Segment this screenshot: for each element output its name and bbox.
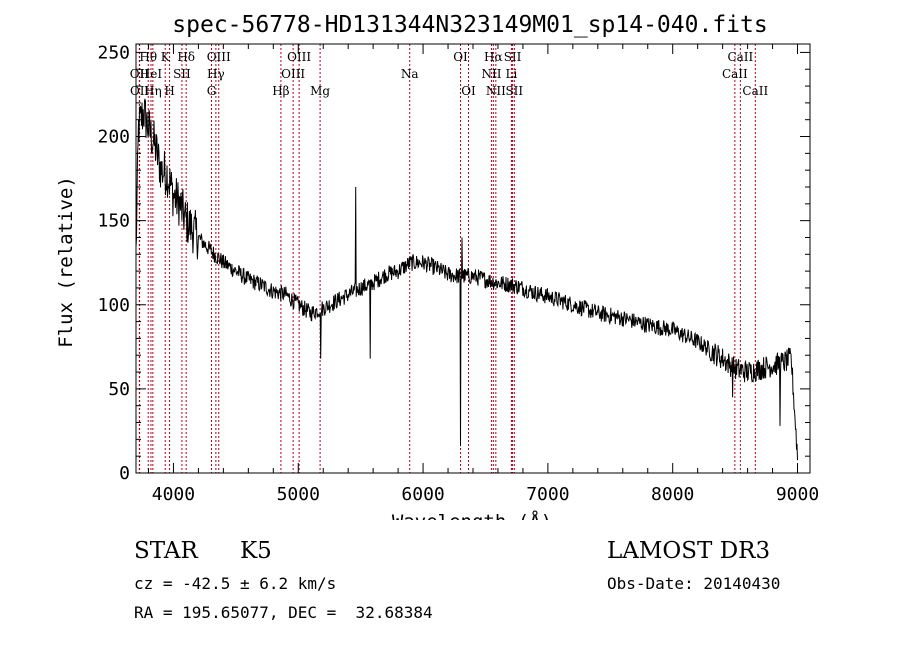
line-label: Hβ bbox=[272, 84, 289, 98]
line-label: OIII bbox=[281, 67, 305, 81]
line-label: H bbox=[164, 84, 174, 98]
line-label: OI bbox=[461, 84, 476, 98]
line-label: Hδ bbox=[177, 50, 195, 64]
line-label: Hθ bbox=[139, 50, 157, 64]
line-label: Hη bbox=[144, 84, 162, 98]
line-label: CaII bbox=[722, 67, 748, 81]
x-tick-label: 9000 bbox=[776, 484, 819, 505]
obs-date: Obs-Date: 20140430 bbox=[607, 574, 781, 593]
cz-value: cz = -42.5 ± 6.2 km/s bbox=[134, 574, 337, 593]
spectrum-line bbox=[135, 98, 798, 461]
line-label: OII bbox=[130, 67, 150, 81]
y-axis-label: Flux (relative) bbox=[55, 176, 77, 348]
x-tick-label: 4000 bbox=[152, 484, 195, 505]
y-tick-label: 200 bbox=[97, 127, 130, 148]
line-label: OIII bbox=[287, 50, 311, 64]
line-label: SII bbox=[504, 50, 522, 64]
y-tick-label: 150 bbox=[97, 211, 130, 232]
line-label: Hγ bbox=[207, 67, 225, 81]
x-tick-label: 5000 bbox=[277, 484, 320, 505]
axes: 4000 5000 6000 7000 8000 9000 0 50 100 150 200 250 bbox=[97, 42, 819, 505]
y-tick-label: 250 bbox=[97, 42, 130, 63]
line-label: K bbox=[161, 50, 171, 64]
line-label: G bbox=[207, 84, 217, 98]
y-tick-label: 0 bbox=[119, 463, 130, 484]
spectral-line-markers bbox=[138, 44, 756, 473]
line-label: Hα bbox=[484, 50, 503, 64]
survey-name: LAMOST DR3 bbox=[607, 538, 771, 564]
line-label: Mg bbox=[310, 84, 330, 98]
line-label: SII bbox=[173, 67, 191, 81]
line-label: Li bbox=[506, 67, 518, 81]
line-label: HeI bbox=[140, 67, 163, 81]
line-label: OIII bbox=[207, 50, 231, 64]
chart-title: spec-56778-HD131344N323149M01_sp14-040.f… bbox=[172, 12, 767, 38]
x-tick-label: 8000 bbox=[651, 484, 694, 505]
y-tick-label: 100 bbox=[97, 295, 130, 316]
line-label: SII bbox=[505, 84, 523, 98]
line-label: OII bbox=[130, 84, 150, 98]
spectrum-chart: spec-56778-HD131344N323149M01_sp14-040.f… bbox=[55, 12, 819, 520]
x-axis-label: Wavelength (Å) bbox=[392, 510, 552, 520]
line-label: CaII bbox=[742, 84, 768, 98]
plot-frame bbox=[135, 43, 811, 474]
object-subclass: K5 bbox=[240, 538, 272, 564]
x-tick-label: 6000 bbox=[401, 484, 444, 505]
object-class: STAR bbox=[134, 538, 198, 564]
line-label: CaII bbox=[727, 50, 753, 64]
line-label: NII bbox=[486, 84, 506, 98]
y-tick-label: 50 bbox=[108, 379, 130, 400]
line-label: Na bbox=[401, 67, 419, 81]
coordinates: RA = 195.65077, DEC = 32.68384 bbox=[134, 603, 433, 622]
x-tick-label: 7000 bbox=[526, 484, 569, 505]
line-label: OI bbox=[453, 50, 468, 64]
line-label: NII bbox=[481, 67, 501, 81]
